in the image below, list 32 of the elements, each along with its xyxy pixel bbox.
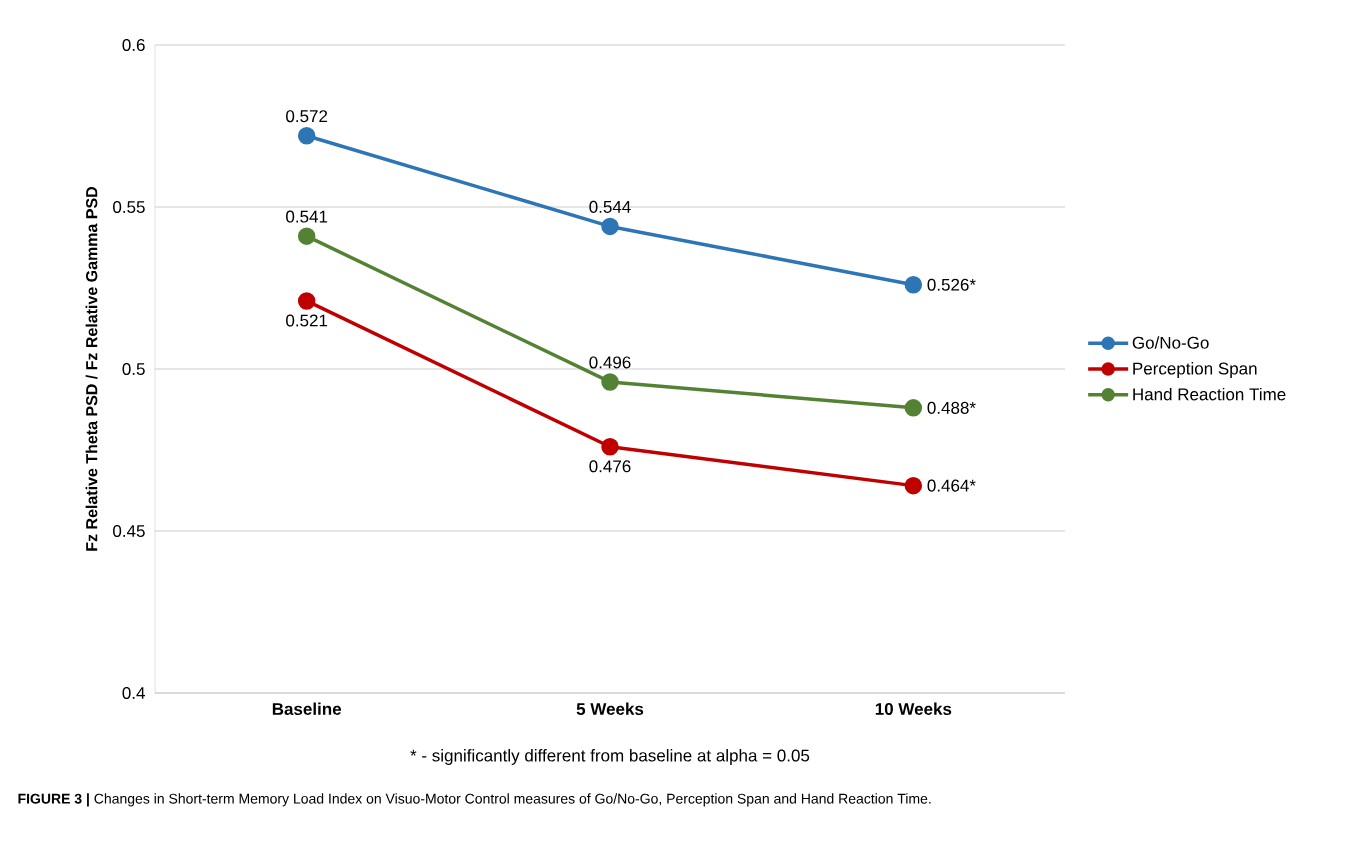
- x-tick-label: 5 Weeks: [576, 702, 644, 716]
- point: [297, 292, 316, 310]
- point: [904, 276, 923, 294]
- y-tick-label: 0.45: [113, 524, 145, 538]
- text: FIGURE 3 | Changes in Short-term Memory Load Index on Visuo-Motor Control measures of Go/No-Go, Perception Span and Hand Reaction Time.: [18, 793, 931, 807]
- legend-label: Hand Reaction Time: [1133, 387, 1286, 401]
- point: [601, 217, 619, 236]
- point: [904, 476, 923, 495]
- y-axis-title: Fz Relative Theta PSD / Fz Relative Gamma PSD: [85, 186, 98, 551]
- point: [904, 399, 923, 417]
- y-tick-label: 0.55: [113, 200, 145, 214]
- data-label: 0.496: [589, 356, 631, 369]
- data-label: 0.572: [286, 110, 328, 123]
- data-label: 0.544: [589, 200, 631, 213]
- point: [297, 227, 316, 245]
- point: [601, 373, 619, 391]
- data-label: 0.521: [286, 314, 328, 327]
- data-label: 0.541: [286, 210, 328, 223]
- legend-label: Perception Span: [1133, 362, 1257, 378]
- data-label: 0.526*: [927, 278, 976, 291]
- text: * - significantly different from baseline at alpha = 0.05: [410, 749, 810, 765]
- x-tick-label: Baseline: [272, 702, 342, 716]
- point: [297, 126, 316, 145]
- legend-label: Go/No-Go: [1132, 336, 1209, 349]
- point: [601, 438, 619, 456]
- data-label: 0.488*: [927, 401, 976, 414]
- x-tick-label: 10 Weeks: [875, 702, 952, 716]
- y-tick-label: 0.6: [122, 38, 145, 52]
- data-label: 0.464*: [927, 479, 976, 492]
- y-tick-label: 0.5: [122, 362, 145, 376]
- y-tick-label: 0.4: [122, 686, 145, 700]
- data-label: 0.476: [589, 460, 631, 473]
